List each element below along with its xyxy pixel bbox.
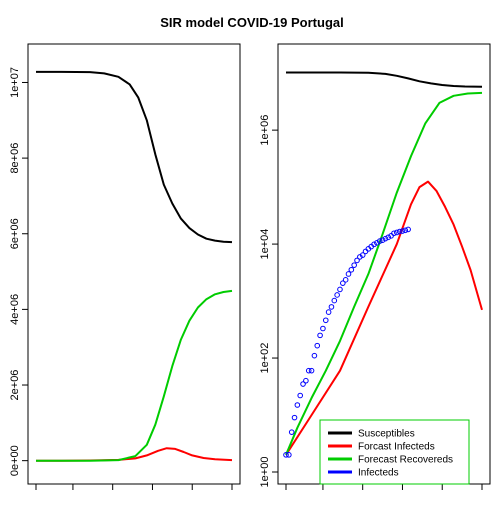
chart-title: SIR model COVID-19 Portugal bbox=[160, 15, 343, 30]
right-observed-point bbox=[345, 271, 352, 277]
right-observed-point bbox=[348, 266, 355, 273]
right-observed-point bbox=[311, 352, 318, 359]
right-observed-point bbox=[300, 381, 306, 387]
right-observed-point bbox=[399, 228, 406, 234]
left-ytick-label-5: 1e+07 bbox=[9, 67, 21, 98]
right-ytick-label-3: 1e+06 bbox=[259, 115, 271, 146]
legend-label-1: Forcast Infecteds bbox=[358, 442, 435, 453]
legend-label-2: Forecast Recovereds bbox=[358, 455, 453, 466]
right-observed-point bbox=[405, 226, 411, 233]
right-observed-point bbox=[376, 238, 383, 244]
right-observed-point bbox=[314, 342, 321, 349]
right-ytick-label-0: 1e+00 bbox=[259, 457, 271, 488]
right-observed-point bbox=[317, 332, 323, 339]
right-observed-point bbox=[294, 402, 301, 408]
right-infecteds-line bbox=[285, 180, 483, 456]
right-recovereds-line bbox=[285, 91, 483, 456]
right-observed-point bbox=[402, 227, 409, 234]
right-observed-point bbox=[396, 228, 403, 235]
left-plot-frame bbox=[27, 43, 241, 485]
right-observed-point bbox=[379, 237, 386, 243]
right-observed-point bbox=[385, 234, 392, 241]
left-ytick-label-3: 6e+06 bbox=[9, 218, 21, 249]
right-observed-point bbox=[382, 235, 389, 242]
right-observed-point bbox=[305, 367, 312, 374]
right-ytick-label-2: 1e+04 bbox=[259, 229, 271, 260]
right-observed-point bbox=[328, 304, 335, 310]
left-recovereds-line bbox=[36, 289, 233, 462]
left-susceptibles-line bbox=[36, 70, 233, 244]
right-observed-point bbox=[291, 414, 298, 421]
legend-label-0: Susceptibles bbox=[358, 429, 415, 440]
right-observed-point bbox=[334, 292, 340, 298]
right-observed-point bbox=[340, 280, 346, 286]
right-observed-point bbox=[325, 309, 332, 315]
right-observed-point bbox=[371, 241, 377, 248]
legend: Susceptibles Forcast Infecteds Forecast Re… bbox=[319, 419, 470, 485]
right-ytick-label-1: 1e+02 bbox=[259, 343, 271, 374]
right-observed-point bbox=[354, 257, 360, 264]
right-observed-point bbox=[351, 262, 357, 268]
right-susceptibles-line bbox=[286, 71, 483, 88]
right-observed-point bbox=[331, 297, 338, 304]
right-observed-point bbox=[283, 452, 289, 458]
left-ytick-label-2: 4e+06 bbox=[9, 294, 21, 325]
right-observed-point bbox=[393, 229, 400, 236]
left-ytick-label-0: 0e+00 bbox=[9, 445, 21, 476]
right-observed-point bbox=[362, 248, 369, 255]
left-ytick-label-4: 8e+06 bbox=[9, 143, 21, 174]
legend-box bbox=[319, 419, 470, 485]
left-panel: 0e+00 2e+06 4e+06 6e+06 8e+06 1e+07 bbox=[9, 43, 241, 490]
right-observed-point bbox=[308, 367, 315, 374]
legend-label-3: Infecteds bbox=[358, 468, 399, 479]
right-observed-point bbox=[342, 277, 349, 283]
left-infecteds-line bbox=[36, 447, 233, 462]
right-observed-point bbox=[391, 230, 397, 237]
right-observed-point bbox=[297, 392, 304, 399]
right-observed-point bbox=[359, 252, 366, 258]
right-observed-point bbox=[286, 452, 292, 458]
right-observed-point bbox=[322, 317, 329, 324]
left-ytick-label-1: 2e+06 bbox=[9, 370, 21, 401]
right-observed-point bbox=[303, 377, 309, 384]
right-observed-point bbox=[288, 429, 295, 435]
right-observed-point bbox=[374, 240, 380, 246]
right-observed-point bbox=[320, 325, 326, 332]
right-observed-point bbox=[337, 286, 343, 293]
